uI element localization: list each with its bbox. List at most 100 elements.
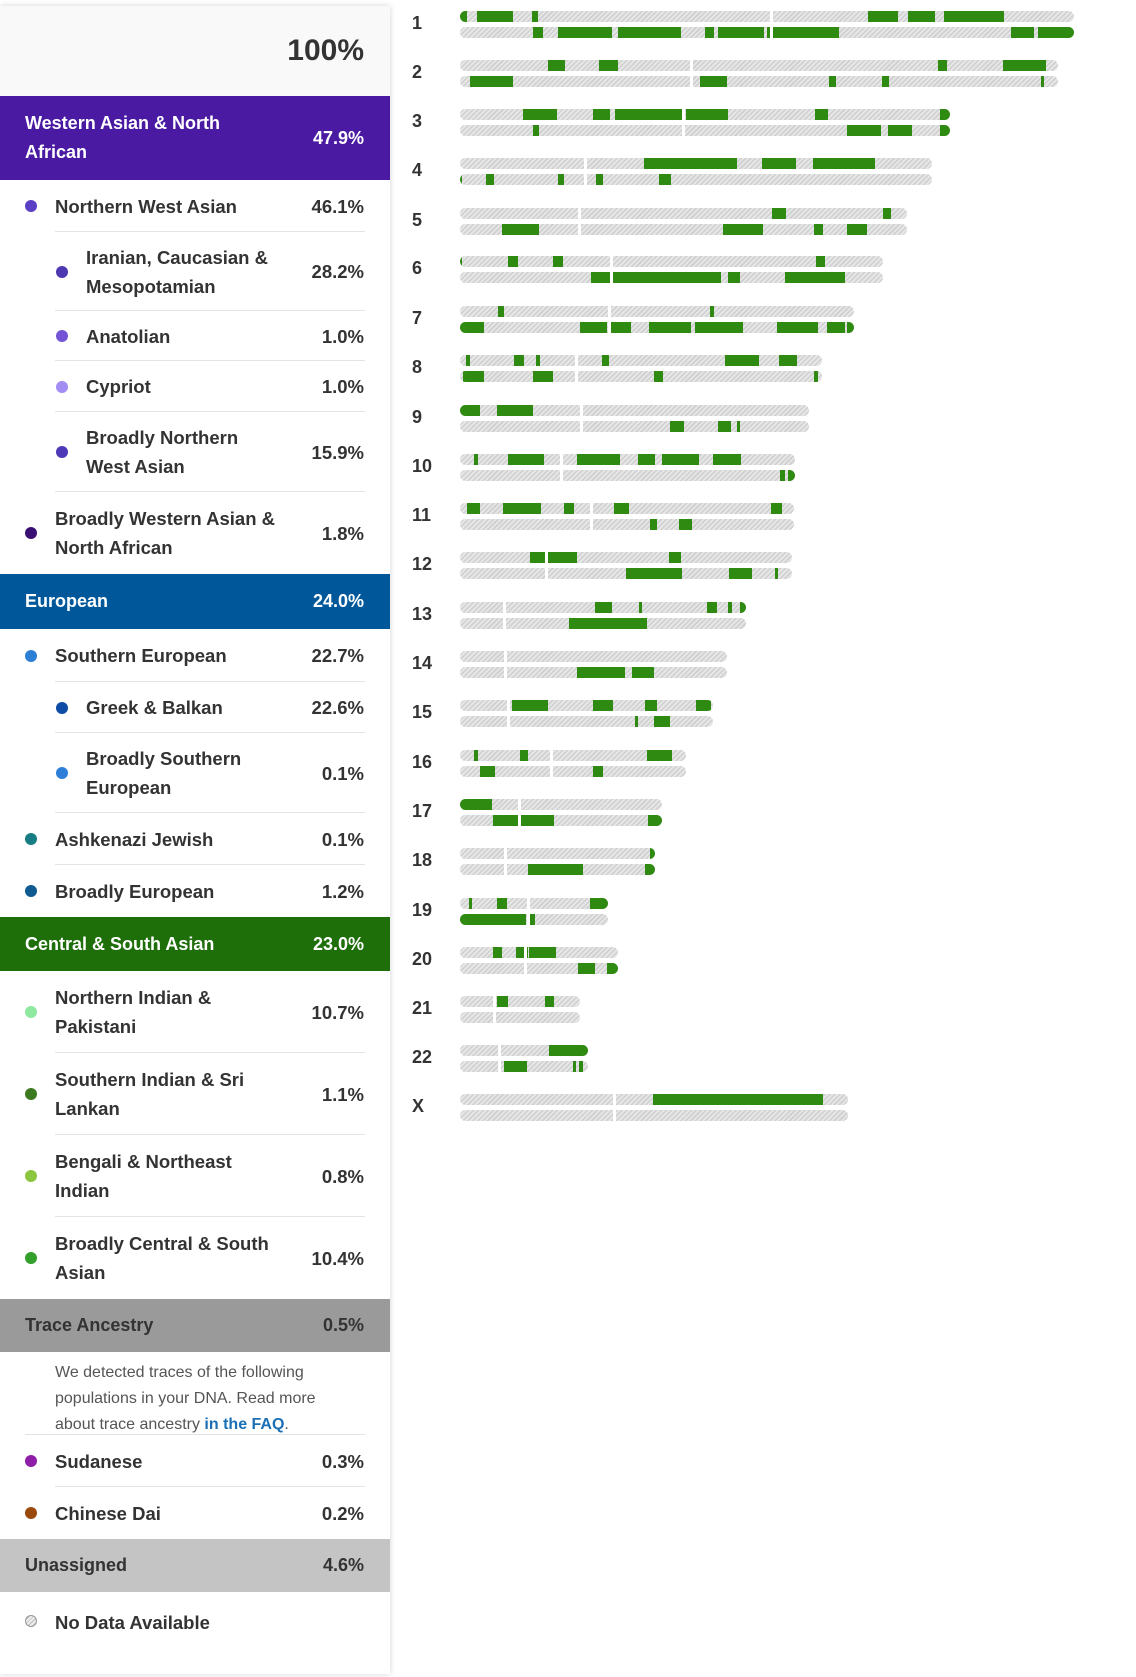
chromosome-22-copy-2[interactable]: [460, 1061, 588, 1072]
chromosome-7-copy-1[interactable]: [460, 306, 854, 317]
population-color-dot: [56, 767, 68, 779]
population-color-dot: [56, 380, 68, 393]
ancestry-segment: [512, 700, 548, 711]
section-header-wana[interactable]: Western Asian & North African 47.9%: [0, 96, 390, 180]
chromosome-21-copy-1[interactable]: [460, 996, 580, 1007]
chromosome-2-copy-1[interactable]: [460, 60, 1058, 71]
chromosome-8-copy-2[interactable]: [460, 371, 822, 382]
chromosome-10-copy-1[interactable]: [460, 454, 795, 465]
centromere-gap: [550, 766, 553, 777]
ancestry-segment: [618, 27, 681, 38]
population-row-broadly-western-asian-north-african[interactable]: Broadly Western Asian & North African 1.8…: [0, 492, 390, 574]
ancestry-segment: [718, 421, 731, 432]
chromosome-20-copy-1[interactable]: [460, 947, 618, 958]
chromosome-12-copy-2[interactable]: [460, 568, 792, 579]
population-row-anatolian[interactable]: Anatolian 1.0%: [0, 311, 390, 361]
population-row-sudanese[interactable]: Sudanese 0.3%: [0, 1435, 390, 1487]
chromosome-15-copy-1[interactable]: [460, 700, 713, 711]
chromosome-13-copy-2[interactable]: [460, 618, 746, 629]
chromosome-5-copy-1[interactable]: [460, 208, 907, 219]
population-row-southern-indian-sri-lankan[interactable]: Southern Indian & Sri Lankan 1.1%: [0, 1053, 390, 1135]
population-row-broadly-northern-west-asian[interactable]: Broadly Northern West Asian 15.9%: [0, 412, 390, 492]
chromosome-15-copy-2[interactable]: [460, 716, 713, 727]
chromosome-10-copy-2[interactable]: [460, 470, 795, 481]
chromosome-8-copy-1[interactable]: [460, 355, 822, 366]
chromosome-19-copy-1[interactable]: [460, 898, 608, 909]
population-row-southern-european[interactable]: Southern European 22.7%: [0, 629, 390, 682]
population-row-cypriot[interactable]: Cypriot 1.0%: [0, 361, 390, 412]
chromosome-x-copy-1[interactable]: [460, 1094, 848, 1105]
population-row-northern-indian-pakistani[interactable]: Northern Indian & Pakistani 10.7%: [0, 971, 390, 1053]
chromosome-14-copy-2[interactable]: [460, 667, 727, 678]
population-label: Iranian, Caucasian & Mesopotamian: [86, 246, 268, 297]
chromosome-3-copy-1[interactable]: [460, 109, 950, 120]
ancestry-segment: [469, 898, 472, 909]
faq-link[interactable]: in the FAQ: [204, 1416, 285, 1433]
ancestry-segment: [530, 552, 550, 563]
chromosome-7-copy-2[interactable]: [460, 322, 854, 333]
population-row-broadly-central-south-asian[interactable]: Broadly Central & South Asian 10.4%: [0, 1217, 390, 1299]
section-header-csa[interactable]: Central & South Asian 23.0%: [0, 917, 390, 971]
chromosome-12-copy-1[interactable]: [460, 552, 792, 563]
chromosome-16-copy-1[interactable]: [460, 750, 686, 761]
ancestry-segment: [710, 306, 714, 317]
population-row-ashkenazi-jewish[interactable]: Ashkenazi Jewish 0.1%: [0, 813, 390, 865]
ancestry-segment: [569, 618, 647, 629]
chromosome-5-copy-2[interactable]: [460, 224, 907, 235]
centromere-gap: [610, 272, 613, 283]
population-row-iranian-caucasian-mesopotamian[interactable]: Iranian, Caucasian & Mesopotamian 28.2%: [0, 232, 390, 311]
chromosome-18-copy-2[interactable]: [460, 864, 655, 875]
population-percentage: 1.0%: [321, 376, 364, 397]
chromosome-9-copy-2[interactable]: [460, 421, 809, 432]
population-row-northern-west-asian[interactable]: Northern West Asian 46.1%: [0, 180, 390, 232]
chromosome-21-copy-2[interactable]: [460, 1012, 580, 1023]
row-divider: [55, 681, 365, 682]
chromosome-16-copy-2[interactable]: [460, 766, 686, 777]
ancestry-segment: [696, 700, 711, 711]
chromosome-1-copy-2[interactable]: [460, 27, 1074, 38]
chromosome-x-copy-2[interactable]: [460, 1110, 848, 1121]
section-header-eur[interactable]: European 24.0%: [0, 574, 390, 629]
ancestry-segment: [785, 272, 845, 283]
chromosome-1-copy-1[interactable]: [460, 11, 1074, 22]
centromere-gap: [575, 371, 578, 382]
chromosome-9-copy-1[interactable]: [460, 405, 809, 416]
population-row-greek-balkan[interactable]: Greek & Balkan 22.6%: [0, 682, 390, 733]
ancestry-segment: [940, 125, 950, 136]
chromosome-20-copy-2[interactable]: [460, 963, 618, 974]
ancestry-segment: [593, 109, 610, 120]
chromosome-17-copy-2[interactable]: [460, 815, 662, 826]
chromosome-22-copy-1[interactable]: [460, 1045, 588, 1056]
section-header-trace[interactable]: Trace Ancestry 0.5%: [0, 1299, 390, 1352]
ancestry-segment: [577, 667, 625, 678]
ancestry-segment: [497, 996, 508, 1007]
chromosome-11-copy-2[interactable]: [460, 519, 794, 530]
population-color-dot: [25, 1252, 37, 1264]
section-header-unassigned[interactable]: Unassigned 4.6%: [0, 1539, 390, 1592]
chromosome-17-copy-1[interactable]: [460, 799, 662, 810]
population-row-bengali-northeast-indian[interactable]: Bengali & Northeast Indian 0.8%: [0, 1135, 390, 1217]
chromosome-11-copy-1[interactable]: [460, 503, 794, 514]
chromosome-6-copy-1[interactable]: [460, 256, 883, 267]
chromosome-3-copy-2[interactable]: [460, 125, 950, 136]
chromosome-4-copy-2[interactable]: [460, 174, 932, 185]
chromosome-19-copy-2[interactable]: [460, 914, 608, 925]
chromosome-14-copy-1[interactable]: [460, 651, 727, 662]
ancestry-segment: [460, 174, 462, 185]
ancestry-segment: [596, 174, 603, 185]
ancestry-segment: [775, 568, 778, 579]
chromosome-13-copy-1[interactable]: [460, 602, 746, 613]
population-row-broadly-southern-european[interactable]: Broadly Southern European 0.1%: [0, 733, 390, 813]
chromosome-4-copy-1[interactable]: [460, 158, 932, 169]
chromosome-6-copy-2[interactable]: [460, 272, 883, 283]
chromosome-label-11: 11: [412, 505, 432, 525]
ancestry-segment: [493, 947, 502, 958]
population-row-chinese-dai[interactable]: Chinese Dai 0.2%: [0, 1487, 390, 1539]
chromosome-2-copy-2[interactable]: [460, 76, 1058, 87]
ancestry-segment: [486, 174, 494, 185]
population-row-broadly-european[interactable]: Broadly European 1.2%: [0, 865, 390, 917]
chromosome-label-17: 17: [412, 801, 433, 821]
chromosome-18-copy-1[interactable]: [460, 848, 655, 859]
ancestry-segment: [728, 602, 732, 613]
ancestry-segment: [650, 848, 655, 859]
